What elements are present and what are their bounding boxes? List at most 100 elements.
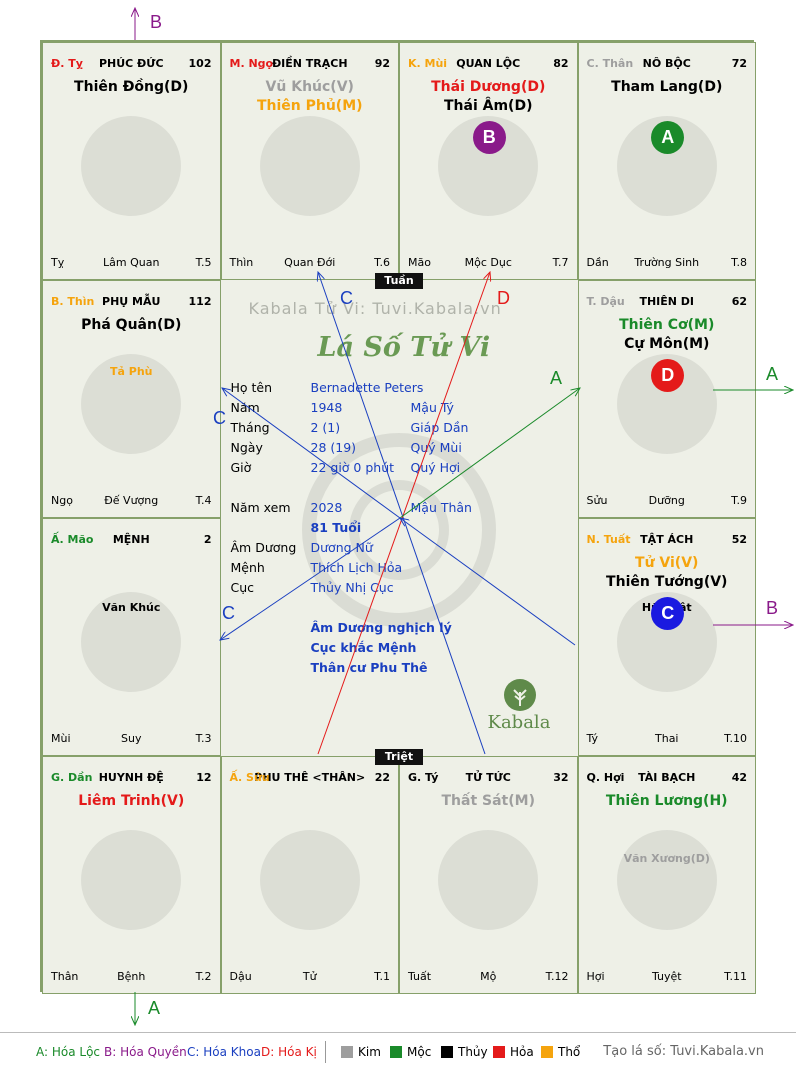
major-star[interactable]: Cự Môn(M)	[624, 336, 710, 352]
palace-ty2[interactable]: TỬ TỨC G. Tý 32 Thất Sát(M) Mộ Tuất T.12	[399, 756, 578, 994]
transform-badge-b[interactable]: B	[472, 121, 506, 154]
arrow-label-c-left-top: C	[213, 408, 226, 428]
palace-name: ĐIỀN TRẠCH	[271, 57, 348, 70]
info-value: 81 Tuổi	[310, 520, 362, 535]
palace-branch: Mùi	[51, 732, 71, 745]
palace-stem: M. Ngọ	[229, 57, 274, 70]
arrow-label-c-top: C	[340, 288, 353, 308]
major-star[interactable]: Thiên Phủ(M)	[256, 98, 363, 114]
palace-phase: Bệnh	[117, 970, 146, 983]
major-stars: Phá Quân(D)	[43, 316, 220, 335]
transform-badge-d[interactable]: D	[651, 359, 685, 392]
chart-note: Thân cư Phu Thê	[310, 660, 428, 675]
palace-age: T.10	[724, 732, 747, 745]
major-star[interactable]: Thiên Tướng(V)	[606, 574, 728, 590]
info-value: Dương Nữ	[310, 540, 373, 555]
info-value: 2 (1)	[310, 420, 341, 435]
major-star[interactable]: Thái Âm(D)	[444, 98, 533, 114]
palace-than[interactable]: NÔ BỘC C. Thân 72 Tham Lang(D) A Trường S…	[577, 42, 756, 280]
palace-mao[interactable]: MỆNH Ấ. Mão 2 Văn Khúc Suy Mùi T.3	[42, 518, 221, 756]
major-star[interactable]: Vũ Khúc(V)	[265, 79, 354, 95]
info-value: 2028	[310, 500, 343, 515]
palace-phase: Tuyệt	[651, 970, 682, 983]
legend-divider	[325, 1041, 326, 1063]
major-star[interactable]: Tham Lang(D)	[611, 79, 723, 95]
major-star[interactable]: Liêm Trinh(V)	[78, 793, 185, 809]
dragon-icon	[81, 353, 182, 454]
palace-footer: Trường Sinh Dần T.8	[587, 256, 748, 270]
major-stars: Thái Dương(D) Thái Âm(D)	[400, 78, 577, 116]
palace-branch: Dần	[586, 256, 609, 269]
palace-header: TÀI BẠCH Q. Hợi 42	[587, 771, 748, 785]
major-star[interactable]: Thiên Đồng(D)	[74, 79, 189, 95]
palace-footer: Tuyệt Hợi T.11	[587, 970, 748, 984]
monkey-icon	[616, 115, 717, 216]
minor-star[interactable]: Văn Khúc	[102, 601, 161, 614]
arrow-a-mid	[399, 388, 580, 519]
palace-thin[interactable]: PHỤ MẪU B. Thìn 112 Phá Quân(D) Tả Phù Đế…	[42, 280, 221, 518]
palace-age: T.6	[374, 256, 390, 269]
palace-phase: Đế Vượng	[104, 494, 159, 507]
palace-footer: Quan Đới Thìn T.6	[230, 256, 391, 270]
horse-icon	[259, 115, 360, 216]
palace-branch: Thân	[51, 970, 79, 983]
palace-branch: Tuất	[408, 970, 432, 983]
arrow-label-a-mid: A	[550, 368, 563, 388]
major-star[interactable]: Thất Sát(M)	[441, 793, 535, 809]
palace-phase: Suy	[121, 732, 142, 745]
palace-age: T.12	[545, 970, 569, 983]
palace-stem: G. Dần	[51, 771, 93, 784]
major-star[interactable]: Thiên Cơ(M)	[619, 317, 715, 333]
info-value-can-chi: Mậu Thân	[410, 500, 472, 515]
transform-badge-c[interactable]: C	[651, 597, 685, 630]
palace-stem: Đ. Tỵ	[51, 57, 83, 70]
palace-branch: Mão	[408, 256, 431, 269]
palace-name: TẬT ÁCH	[640, 533, 694, 546]
major-star[interactable]: Tử Vi(V)	[635, 555, 699, 571]
palace-phase: Mộ	[480, 970, 497, 983]
tuan-tag: Tuần	[375, 273, 423, 289]
swatch-kim	[341, 1046, 353, 1058]
palace-suu[interactable]: PHU THÊ <THÂN> Ấ. Sửu 22 Tử Dậu T.1	[220, 756, 399, 994]
chart-note: Âm Dương nghịch lý	[310, 620, 452, 635]
palace-header: PHÚC ĐỨC Đ. Tỵ 102	[51, 57, 212, 71]
palace-header: TỬ TỨC G. Tý 32	[408, 771, 569, 785]
palace-header: QUAN LỘC K. Mùi 82	[408, 57, 569, 71]
major-star[interactable]: Thái Dương(D)	[431, 79, 546, 95]
palace-ty[interactable]: PHÚC ĐỨC Đ. Tỵ 102 Thiên Đồng(D) Lâm Qua…	[42, 42, 221, 280]
palace-number: 112	[188, 295, 212, 308]
palace-name: MỆNH	[112, 533, 150, 546]
info-value: 1948	[310, 400, 343, 415]
palace-stem: T. Dậu	[586, 295, 625, 308]
arrow-c-center	[400, 518, 576, 646]
major-star[interactable]: Thiên Lương(H)	[605, 793, 728, 809]
palace-number: 2	[203, 533, 212, 546]
major-stars: Thiên Đồng(D)	[43, 78, 220, 97]
arrow-c-left-bottom	[220, 517, 401, 640]
watermark-text: Kabala Tử Vi: Tuvi.Kabala.vn	[248, 299, 502, 318]
cat-icon	[81, 591, 182, 692]
minor-star[interactable]: Tả Phù	[110, 365, 153, 378]
birth-info: Họ tên Bernadette Peters Năm 1948 Mậu Tý Thán…	[231, 378, 571, 598]
minor-star[interactable]: Văn Xương(D)	[623, 852, 710, 865]
palace-footer: Mộ Tuất T.12	[408, 970, 569, 984]
palace-branch: Sửu	[586, 494, 608, 507]
palace-stem: B. Thìn	[51, 295, 95, 308]
palace-phase: Thai	[655, 732, 679, 745]
palace-stem: G. Tý	[408, 771, 439, 784]
palace-header: PHU THÊ <THÂN> Ấ. Sửu 22	[230, 771, 391, 785]
site-link[interactable]: Tạo lá số: Tuvi.Kabala.vn	[603, 1044, 764, 1059]
palace-tuat[interactable]: TẬT ÁCH N. Tuất 52 Tử Vi(V) Thiên Tướng(V…	[577, 518, 756, 756]
palace-branch: Dậu	[229, 970, 252, 983]
palace-dan[interactable]: HUYNH ĐỆ G. Dần 12 Liêm Trinh(V) Bệnh Th…	[42, 756, 221, 994]
palace-number: 62	[731, 295, 747, 308]
palace-stem: K. Mùi	[408, 57, 448, 70]
palace-hoi[interactable]: TÀI BẠCH Q. Hợi 42 Thiên Lương(H) Văn Xươ…	[577, 756, 756, 994]
transform-badge-a[interactable]: A	[651, 121, 685, 154]
palace-dau[interactable]: THIÊN DI T. Dậu 62 Thiên Cơ(M) Cự Môn(M) D…	[577, 280, 756, 518]
major-star[interactable]: Phá Quân(D)	[81, 317, 182, 333]
palace-mui[interactable]: QUAN LỘC K. Mùi 82 Thái Dương(D) Thái Âm(…	[399, 42, 578, 280]
arrow-c-top	[318, 272, 486, 755]
palace-ngo[interactable]: ĐIỀN TRẠCH M. Ngọ 92 Vũ Khúc(V) Thiên Phủ…	[220, 42, 399, 280]
